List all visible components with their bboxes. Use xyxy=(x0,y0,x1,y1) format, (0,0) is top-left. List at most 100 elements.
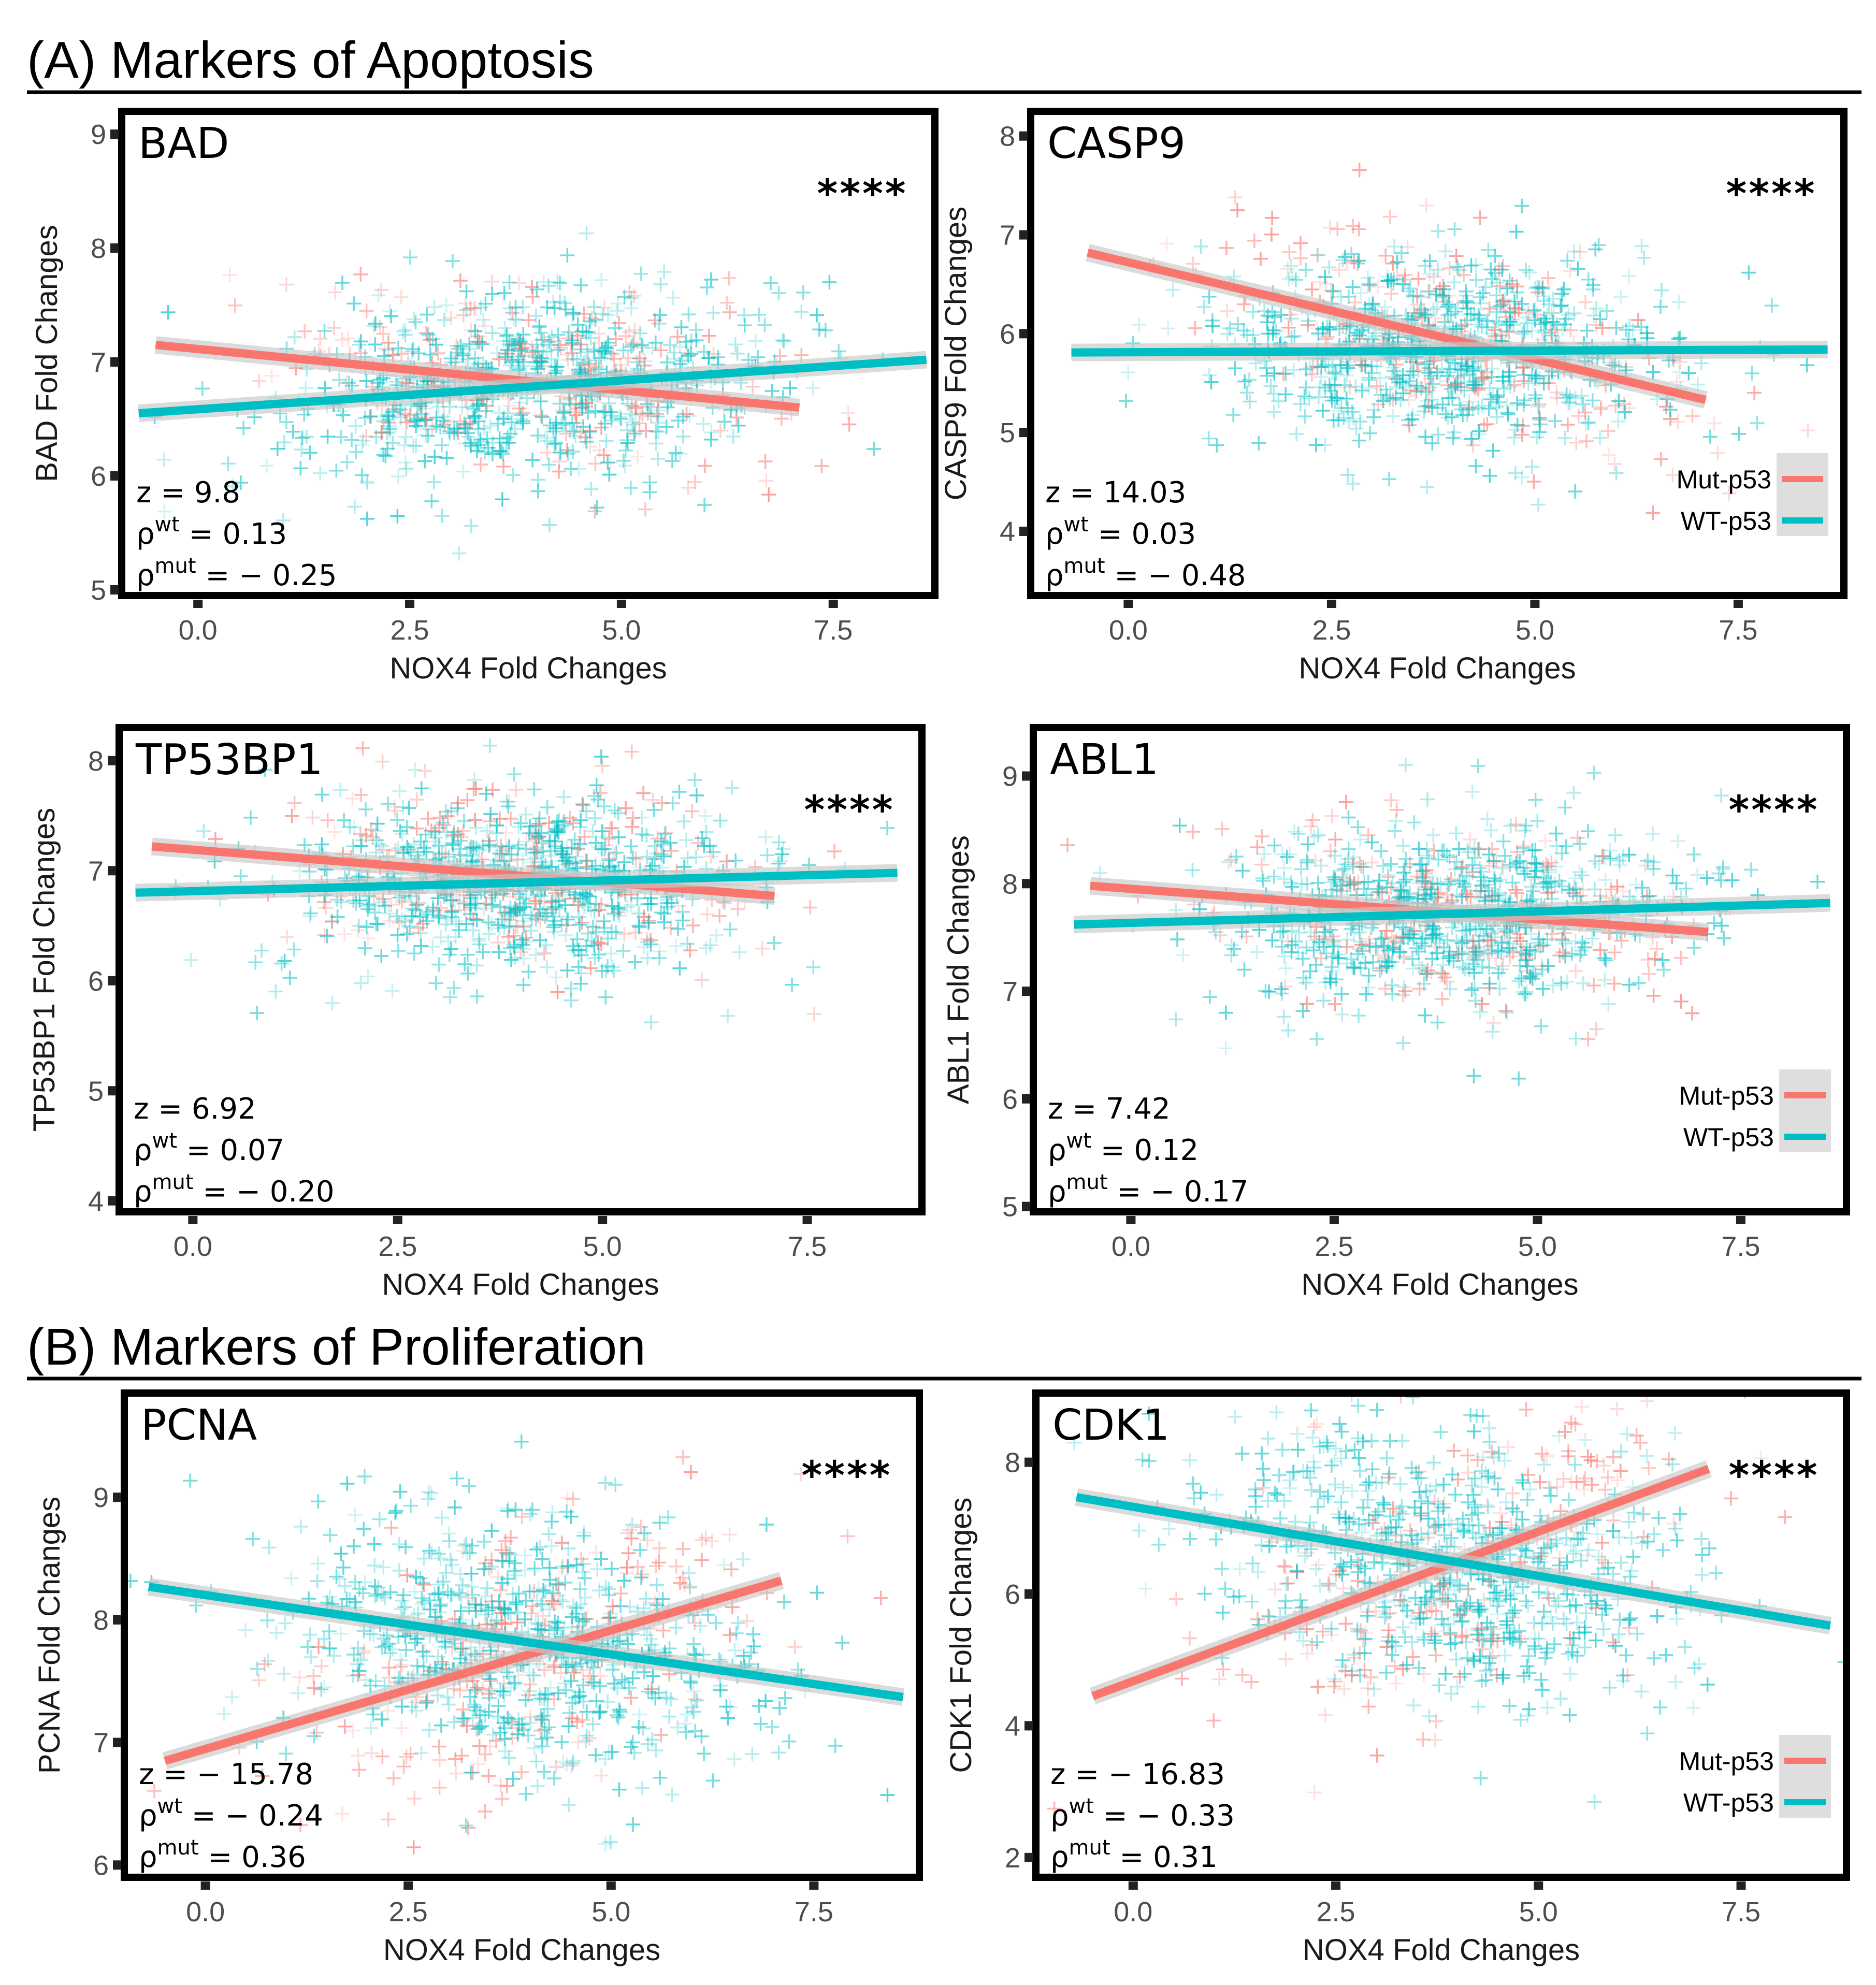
scatter-point-mut xyxy=(309,1725,324,1740)
scatter-point-wt xyxy=(1473,296,1488,311)
scatter-point-wt xyxy=(1570,262,1585,277)
scatter-point-wt xyxy=(645,1669,660,1684)
scatter-point-wt xyxy=(616,944,631,959)
scatter-point-wt xyxy=(347,1539,361,1554)
scatter-point-wt xyxy=(706,844,721,859)
scatter-point-wt xyxy=(542,833,557,848)
scatter-point-wt xyxy=(1335,1007,1350,1022)
scatter-point-wt xyxy=(533,394,548,409)
stat-z: z = 7.42 xyxy=(1048,1092,1171,1126)
scatter-point-wt xyxy=(521,1728,536,1743)
scatter-point-wt xyxy=(558,1660,573,1675)
scatter-point-wt xyxy=(561,1798,576,1812)
scatter-point-wt xyxy=(1490,388,1505,403)
scatter-point-wt xyxy=(1672,365,1687,380)
scatter-point-wt xyxy=(1449,826,1464,841)
scatter-point-wt xyxy=(598,1836,613,1851)
scatter-point-wt xyxy=(540,300,555,315)
scatter-point-wt xyxy=(597,842,612,857)
scatter-point-mut xyxy=(1609,1401,1624,1416)
scatter-point-wt xyxy=(433,930,448,945)
scatter-point-wt xyxy=(1468,459,1483,474)
scatter-point-wt xyxy=(464,1566,479,1581)
scatter-point-wt xyxy=(1635,880,1650,895)
scatter-point-wt xyxy=(590,1562,605,1577)
scatter-point-mut xyxy=(1421,383,1436,398)
scatter-point-wt xyxy=(1567,880,1582,895)
scatter-point-wt xyxy=(611,1710,626,1725)
scatter-point-wt xyxy=(648,335,663,350)
scatter-point-wt xyxy=(299,429,314,444)
scatter-point-wt xyxy=(1440,875,1455,890)
scatter-point-wt xyxy=(1537,311,1551,326)
scatter-point-wt xyxy=(1303,925,1318,940)
scatter-point-wt xyxy=(1567,244,1582,259)
scatter-point-wt xyxy=(254,943,269,958)
scatter-point-wt xyxy=(406,908,421,923)
scatter-point-wt xyxy=(1412,857,1427,872)
scatter-point-wt xyxy=(616,343,631,358)
scatter-point-wt xyxy=(527,1561,542,1576)
scatter-point-wt xyxy=(1405,412,1420,427)
scatter-point-wt xyxy=(1444,382,1459,397)
scatter-point-wt xyxy=(363,1720,378,1735)
scatter-point-wt xyxy=(1308,438,1323,453)
scatter-point-wt xyxy=(656,849,671,864)
scatter-point-wt xyxy=(1491,944,1506,959)
scatter-point-wt xyxy=(611,296,626,311)
scatter-point-wt xyxy=(475,337,489,352)
scatter-point-mut xyxy=(632,416,647,431)
scatter-point-wt xyxy=(1588,854,1603,869)
scatter-point-mut xyxy=(436,817,451,832)
scatter-point-wt xyxy=(1750,416,1765,430)
scatter-point-wt xyxy=(522,1584,537,1599)
scatter-point-wt xyxy=(525,1502,540,1517)
scatter-point-wt xyxy=(1554,298,1569,313)
scatter-point-wt xyxy=(1242,372,1257,387)
scatter-point-wt xyxy=(1441,297,1456,312)
scatter-point-mut xyxy=(1673,950,1689,965)
scatter-point-wt xyxy=(1467,981,1482,995)
scatter-point-wt xyxy=(1699,871,1714,886)
scatter-point-mut xyxy=(1308,853,1323,868)
scatter-point-wt xyxy=(1379,880,1394,895)
scatter-point-wt xyxy=(1347,926,1362,941)
scatter-point-wt xyxy=(508,312,523,327)
scatter-point-wt xyxy=(584,902,598,917)
scatter-point-mut xyxy=(1589,317,1604,332)
scatter-point-mut xyxy=(257,1657,272,1672)
scatter-point-wt xyxy=(668,445,683,460)
scatter-point-mut xyxy=(683,1465,698,1480)
scatter-point-mut xyxy=(399,1749,414,1764)
scatter-point-wt xyxy=(464,1580,479,1594)
scatter-point-wt xyxy=(1471,400,1486,415)
scatter-point-wt xyxy=(1479,313,1494,328)
scatter-point-mut xyxy=(470,1680,485,1695)
scatter-point-wt xyxy=(1274,939,1289,954)
scatter-point-wt xyxy=(459,849,474,864)
scatter-point-wt xyxy=(1462,367,1477,382)
scatter-point-wt xyxy=(657,915,672,930)
scatter-point-wt xyxy=(1568,1031,1583,1046)
scatter-point-wt xyxy=(595,963,610,978)
scatter-point-wt xyxy=(550,274,565,289)
scatter-point-mut xyxy=(630,449,645,464)
scatter-point-wt xyxy=(1799,358,1814,373)
scatter-point-mut xyxy=(873,1590,888,1605)
scatter-point-wt xyxy=(1567,306,1582,321)
scatter-point-wt xyxy=(1363,426,1377,441)
scatter-point-wt xyxy=(457,814,471,829)
scatter-point-wt xyxy=(425,900,440,915)
scatter-point-wt xyxy=(677,1716,692,1731)
scatter-point-wt xyxy=(348,418,363,433)
section-title-apoptosis: (A) Markers of Apoptosis xyxy=(27,31,594,89)
scatter-point-wt xyxy=(506,468,521,483)
scatter-point-mut xyxy=(601,831,616,846)
scatter-point-wt xyxy=(1398,872,1413,887)
scatter-point-mut xyxy=(595,758,610,773)
scatter-point-wt xyxy=(1429,926,1444,941)
scatter-point-wt xyxy=(537,1708,552,1723)
scatter-point-wt xyxy=(654,905,669,920)
x-tick-label: 5.0 xyxy=(1518,1231,1557,1262)
scatter-point-wt xyxy=(513,408,528,423)
